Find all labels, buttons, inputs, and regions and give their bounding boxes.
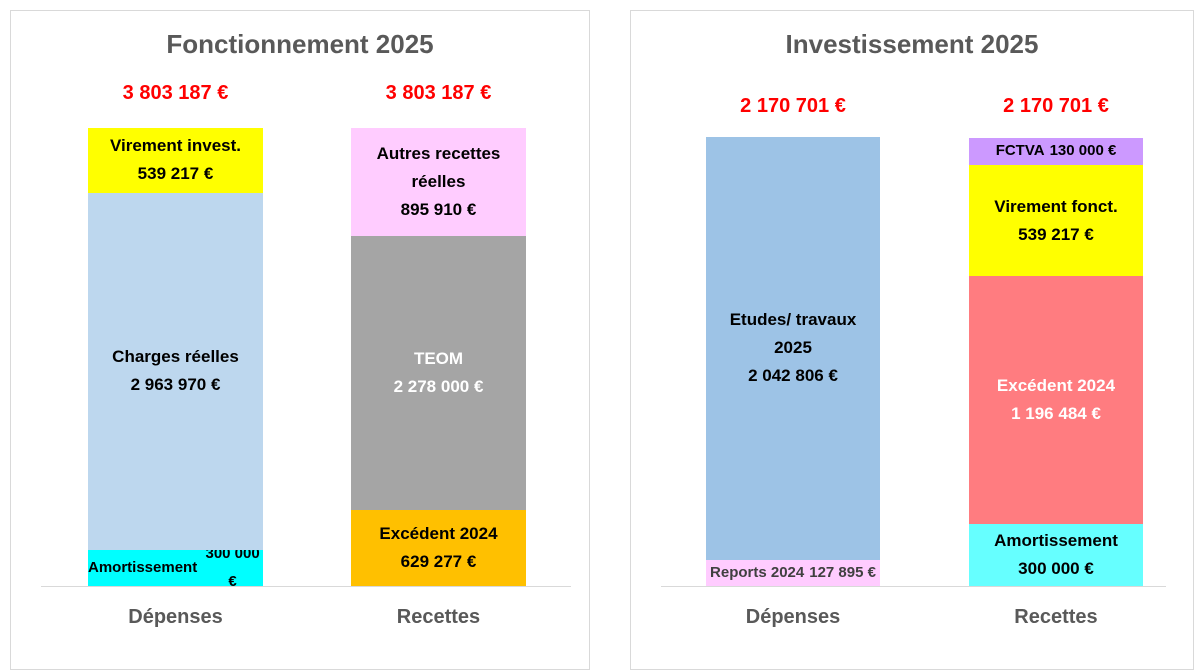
- bar-segment: Reports 2024 127 895 €: [706, 559, 880, 586]
- total-label: 3 803 187 €: [385, 82, 492, 104]
- chart-title: Investissement 2025: [785, 29, 1039, 59]
- segment-name: Etudes/ travaux 2025: [729, 310, 857, 358]
- segment-name: Autres recettes réelles: [376, 143, 501, 191]
- segment-value-label: 539 217 €: [1018, 224, 1094, 244]
- segment-name: Amortissement: [88, 558, 198, 576]
- segment-name: Virement invest.: [109, 136, 242, 156]
- segment-value-label: 127 895 €: [809, 563, 876, 581]
- bar-segment: Charges réelles 2 963 970 €: [88, 192, 263, 550]
- bar-segment: Virement fonct. 539 217 €: [969, 164, 1143, 277]
- bar-segment: Amortissement 300 000 €: [969, 523, 1143, 586]
- segment-value-label: 2 042 806 €: [748, 366, 838, 386]
- axis-line: [661, 586, 1166, 587]
- segment-value-label: 130 000 €: [1049, 142, 1117, 160]
- segment-name: Reports 2024: [710, 563, 805, 581]
- segment-value-label: 895 910 €: [400, 199, 477, 219]
- bar-segment: Excédent 2024 1 196 484 €: [969, 276, 1143, 524]
- segment-value-label: 2 278 000 €: [393, 377, 484, 397]
- total-label: 3 803 187 €: [122, 82, 229, 104]
- chart-panel: Investissement 2025 Dépenses 2 170 701 € Re…: [630, 10, 1194, 670]
- chart-title: Fonctionnement 2025: [166, 29, 434, 59]
- bar-segment: Amortissement 300 000 €: [88, 545, 263, 590]
- x-tick-label: Recettes: [1014, 606, 1098, 628]
- total-label: 2 170 701 €: [740, 95, 846, 117]
- segment-value-label: 629 277 €: [400, 552, 477, 572]
- x-tick-label: Dépenses: [745, 606, 841, 628]
- segment-value-label: 2 963 970 €: [130, 375, 221, 395]
- x-tick-label: Recettes: [396, 606, 481, 628]
- segment-value-label: 300 000 €: [1018, 558, 1094, 578]
- segment-name: Charges réelles: [112, 347, 239, 367]
- bar-segment: Etudes/ travaux 2025 2 042 806 €: [706, 137, 880, 560]
- page: Fonctionnement 2025 Dépenses 3 803 187 € Am…: [10, 10, 1194, 670]
- segment-name: Amortissement: [994, 530, 1118, 550]
- bar-segment: FCTVA 130 000 €: [969, 138, 1143, 165]
- x-tick-label: Dépenses: [128, 606, 223, 628]
- segment-name: FCTVA: [995, 142, 1045, 160]
- bar-segment: Autres recettes réelles 895 910 €: [351, 128, 526, 236]
- segment-value-label: 1 196 484 €: [1011, 404, 1101, 424]
- bar-segment: TEOM 2 278 000 €: [351, 235, 526, 511]
- chart-panel: Fonctionnement 2025 Dépenses 3 803 187 € Am…: [10, 10, 590, 670]
- segment-name: TEOM: [413, 349, 464, 369]
- segment-value-label: 539 217 €: [137, 164, 214, 184]
- segment-name: Excédent 2024: [379, 524, 498, 544]
- segment-name: Excédent 2024: [996, 376, 1116, 396]
- axis-line: [41, 586, 571, 587]
- segment-name: Virement fonct.: [994, 196, 1118, 216]
- total-label: 2 170 701 €: [1003, 95, 1109, 117]
- bar-segment: Excédent 2024 629 277 €: [351, 510, 526, 586]
- bar-segment: Virement invest. 539 217 €: [88, 128, 263, 193]
